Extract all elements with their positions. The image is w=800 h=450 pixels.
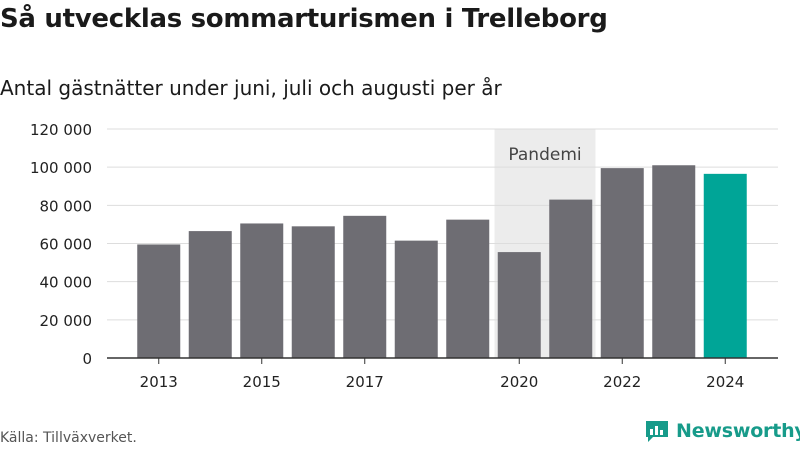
- chart-subtitle: Antal gästnätter under juni, juli och au…: [0, 76, 502, 100]
- y-tick-label: 120 000: [30, 121, 92, 139]
- bar: [343, 215, 387, 358]
- bar: [652, 165, 696, 358]
- y-tick-label: 40 000: [40, 274, 93, 292]
- bar: [549, 199, 593, 358]
- x-tick-label: 2022: [603, 373, 641, 391]
- annotation-label: Pandemi: [508, 145, 581, 165]
- y-tick-label: 100 000: [30, 159, 92, 177]
- bar: [291, 226, 335, 358]
- bar: [188, 231, 232, 358]
- bar: [137, 244, 181, 358]
- x-tick-label: 2013: [140, 373, 178, 391]
- y-tick-label: 80 000: [40, 197, 93, 215]
- x-tick-label: 2024: [706, 373, 744, 391]
- y-tick-label: 0: [82, 350, 92, 368]
- x-tick-label: 2017: [346, 373, 384, 391]
- y-tick-label: 20 000: [40, 312, 93, 330]
- bar: [394, 240, 438, 358]
- bar: [446, 219, 490, 358]
- chart-title: Så utvecklas sommarturismen i Trelleborg: [0, 4, 608, 34]
- y-tick-label: 60 000: [40, 236, 93, 254]
- x-tick-label: 2020: [500, 373, 538, 391]
- newsworthy-logo-icon: [646, 421, 668, 442]
- bar: [240, 223, 284, 358]
- bar: [600, 168, 644, 358]
- bar: [703, 173, 747, 358]
- bar: [497, 252, 541, 358]
- brand-logo: Newsworthy: [644, 419, 800, 443]
- brand-name: Newsworthy: [676, 420, 800, 442]
- source-note: Källa: Tillväxverket.: [0, 430, 137, 446]
- x-tick-label: 2015: [243, 373, 281, 391]
